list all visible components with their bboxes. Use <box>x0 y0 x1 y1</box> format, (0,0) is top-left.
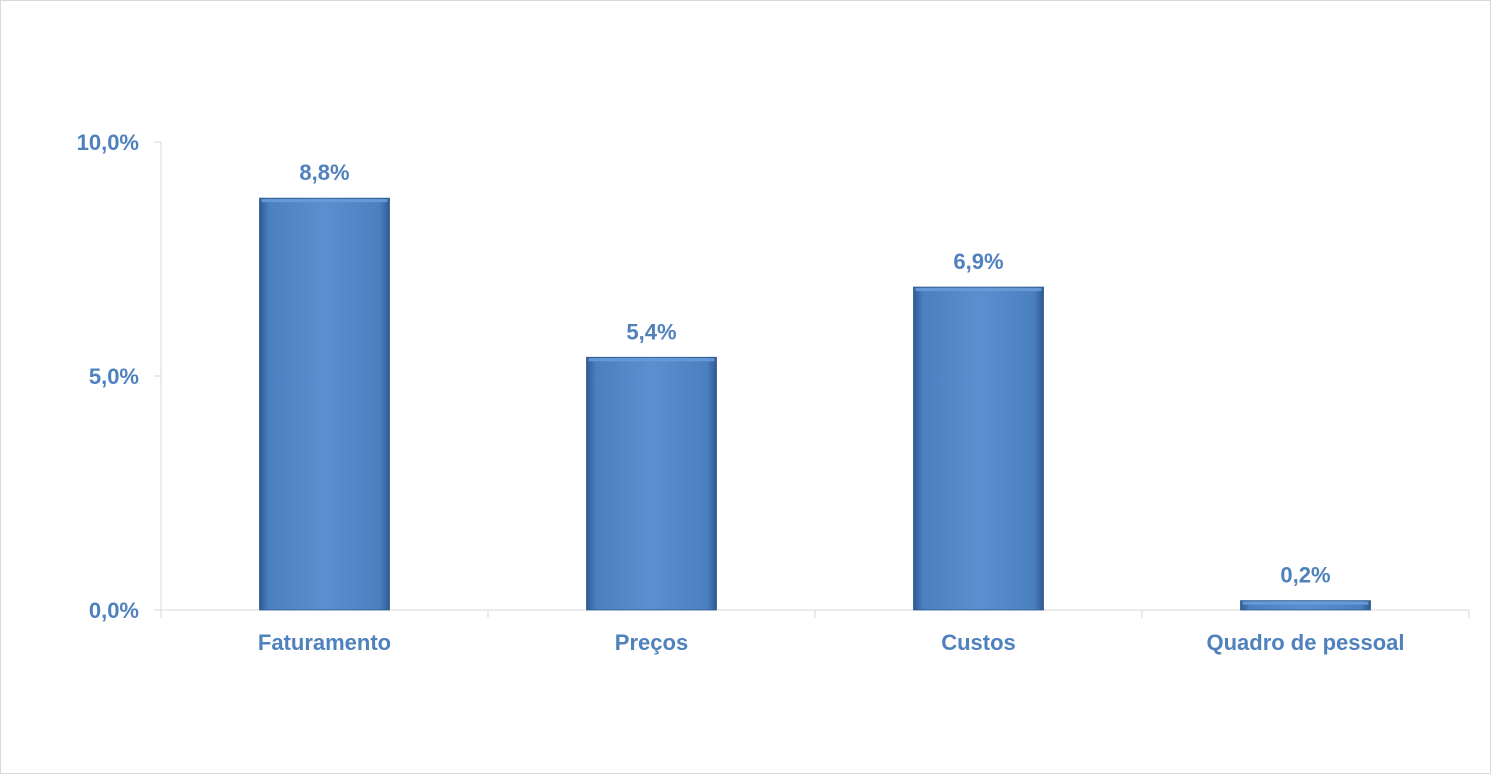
bar <box>913 286 1044 611</box>
y-tick-label: 5,0% <box>89 364 139 389</box>
bar-highlight <box>915 288 1042 292</box>
bar <box>586 356 717 611</box>
data-label: 6,9% <box>953 249 1003 274</box>
x-tick-label: Preços <box>615 630 688 655</box>
y-tick-label: 0,0% <box>89 598 139 623</box>
data-label: 8,8% <box>299 160 349 185</box>
bars <box>259 197 1371 611</box>
x-tick-label: Faturamento <box>258 630 391 655</box>
bar-highlight <box>1242 601 1369 605</box>
x-tick-label: Custos <box>941 630 1016 655</box>
x-tick-label: Quadro de pessoal <box>1206 630 1404 655</box>
bar <box>259 197 390 611</box>
data-label: 5,4% <box>626 319 676 344</box>
labels: 0,0% 5,0% 10,0% 8,8% Faturamento 5,4% Preços 6,… <box>77 130 1405 655</box>
bar-highlight <box>588 358 715 362</box>
bar <box>1240 600 1371 611</box>
data-label: 0,2% <box>1280 563 1330 588</box>
y-tick-label: 10,0% <box>77 130 139 155</box>
bar-highlight <box>261 199 388 203</box>
